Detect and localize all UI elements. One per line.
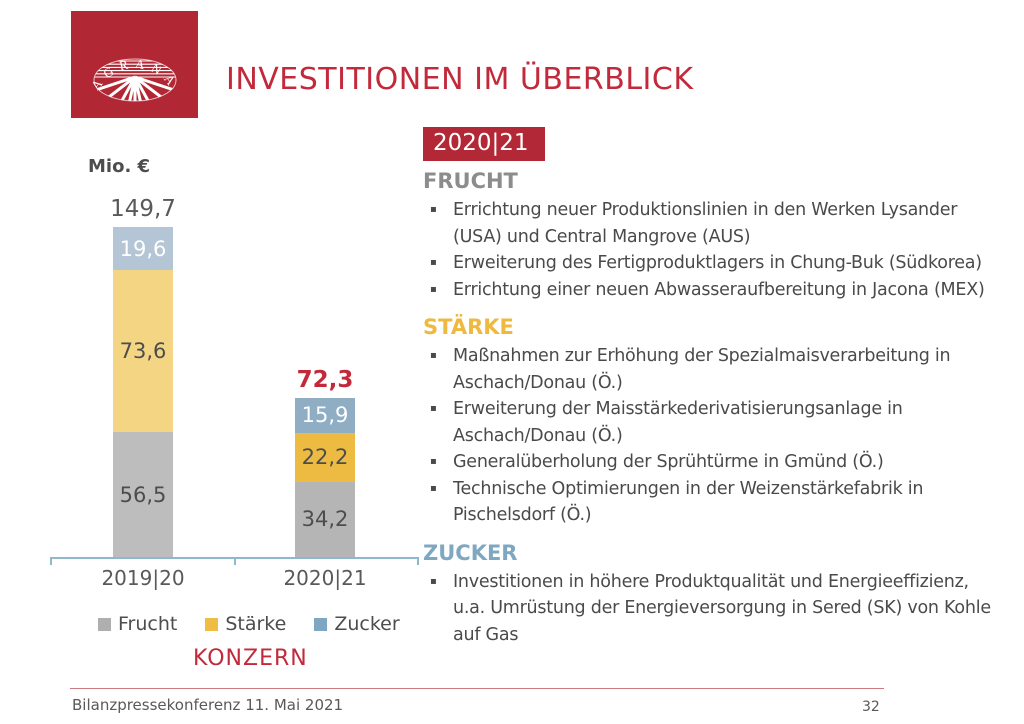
bullet-item: ▪ Maßnahmen zur Erhöhung der Spezialmaisv… (423, 343, 993, 396)
section-title: STÄRKE (423, 315, 514, 339)
legend-item-stärke: Stärke (205, 613, 286, 635)
bar-value-label: 56,5 (119, 482, 167, 507)
legend-swatch-stärke (205, 617, 219, 631)
bullet-text: Maßnahmen zur Erhöhung der Spezialmaisve… (453, 346, 951, 393)
bar-segment-zucker-0: 19,6 (113, 227, 173, 271)
bullet-text: Technische Optimierungen in der Weizenst… (453, 478, 924, 526)
bar-segment-frucht-0: 56,5 (113, 432, 173, 557)
bullet-square-icon: ▪ (430, 283, 437, 295)
investment-chart: Mio. € Frucht Stärke Zucker KONZERN 56,5 73… (40, 150, 460, 690)
chart-x-axis (50, 557, 419, 565)
bar-segment-frucht-1: 34,2 (295, 481, 355, 557)
section-title: ZUCKER (423, 540, 518, 565)
footer-caption: Bilanzpressekonferenz 11. Mai 2021 (72, 696, 344, 714)
bullet-item: ▪ Generalüberholung der Sprühtürme in Gmü… (423, 449, 993, 476)
period-badge: 2020|21 (423, 127, 545, 161)
bullet-square-icon: ▪ (430, 403, 437, 414)
legend-item-zucker: Zucker (314, 613, 400, 635)
bullet-square-icon: ▪ (430, 456, 437, 467)
legend-label: Zucker (334, 613, 400, 635)
bar-value-label: 15,9 (301, 403, 349, 428)
legend-label: Stärke (225, 613, 287, 635)
bullet-item: ▪ Erweiterung der Maisstärkederivatisieru… (423, 396, 993, 449)
chart-legend: Frucht Stärke Zucker (98, 613, 400, 635)
bar-value-label: 22,2 (301, 445, 349, 470)
bullet-item: ▪ Erweiterung des Fertigproduktlagers in … (423, 250, 993, 277)
bullet-text: Erweiterung des Fertigproduktlagers in C… (453, 253, 982, 273)
page-title: INVESTITIONEN IM ÜBERBLICK (226, 62, 694, 97)
x-axis-category-label: 2019|20 (101, 566, 185, 590)
bullet-square-icon: ▪ (430, 204, 437, 215)
axis-tick (233, 557, 236, 565)
axis-tick (50, 557, 52, 565)
bar-total-label: 149,7 (110, 196, 176, 222)
bar-total-label: 72,3 (296, 366, 354, 393)
bar-segment-stärke-1: 22,2 (295, 432, 355, 482)
legend-swatch-frucht (98, 617, 111, 631)
section-stärke: STÄRKE ▪ Maßnahmen zur Erhöhung der Spezia… (423, 314, 993, 529)
bullet-square-icon: ▪ (430, 482, 437, 494)
sections-container: FRUCHT ▪ Errichtung neuer Produktionslinie… (423, 168, 993, 648)
bar-value-label: 34,2 (301, 507, 349, 532)
bar-value-label: 73,6 (119, 339, 167, 364)
chart-unit-label: Mio. € (88, 156, 151, 177)
bullet-text: Generalüberholung der Sprühtürme in Gmün… (453, 452, 884, 472)
legend-swatch-zucker (314, 617, 328, 631)
details-panel: 2020|21 FRUCHT ▪ Errichtung neuer Produkti… (423, 127, 993, 648)
page-number: 32 (862, 699, 880, 715)
bullet-text: Errichtung einer neuen Abwasseraufbereit… (453, 279, 985, 300)
footer-divider (70, 688, 884, 689)
bullet-text: Erweiterung der Maisstärkederivatisierun… (453, 399, 903, 446)
bullet-square-icon: ▪ (430, 350, 437, 361)
chart-group-label: KONZERN (193, 646, 308, 671)
bullet-item: ▪ Errichtung einer neuen Abwasseraufberei… (423, 277, 993, 304)
bullet-item: ▪ Technische Optimierungen in der Weizens… (423, 476, 993, 529)
bar-segment-stärke-0: 73,6 (113, 270, 173, 433)
bar-segment-zucker-1: 15,9 (295, 397, 355, 433)
bullet-item: ▪ Investitionen in höhere Produktqualität… (423, 569, 993, 649)
legend-item-frucht: Frucht (98, 613, 177, 635)
bullet-item: ▪ Errichtung neuer Produktionslinien in d… (423, 197, 993, 250)
section-frucht: FRUCHT ▪ Errichtung neuer Produktionslinie… (423, 168, 993, 303)
bar-value-label: 19,6 (119, 236, 167, 261)
legend-label: Frucht (118, 613, 178, 635)
x-axis-category-label: 2020|21 (283, 566, 367, 590)
agrana-logo: AGRANA (71, 11, 198, 118)
section-title: FRUCHT (423, 169, 518, 193)
bullet-square-icon: ▪ (430, 257, 437, 268)
bullet-text: Investitionen in höhere Produktqualität … (453, 571, 991, 645)
bullet-square-icon: ▪ (430, 575, 437, 587)
section-zucker: ZUCKER ▪ Investitionen in höhere Produktqu… (423, 540, 993, 649)
bullet-text: Errichtung neuer Produktionslinien in de… (453, 200, 958, 247)
axis-tick (417, 557, 419, 565)
